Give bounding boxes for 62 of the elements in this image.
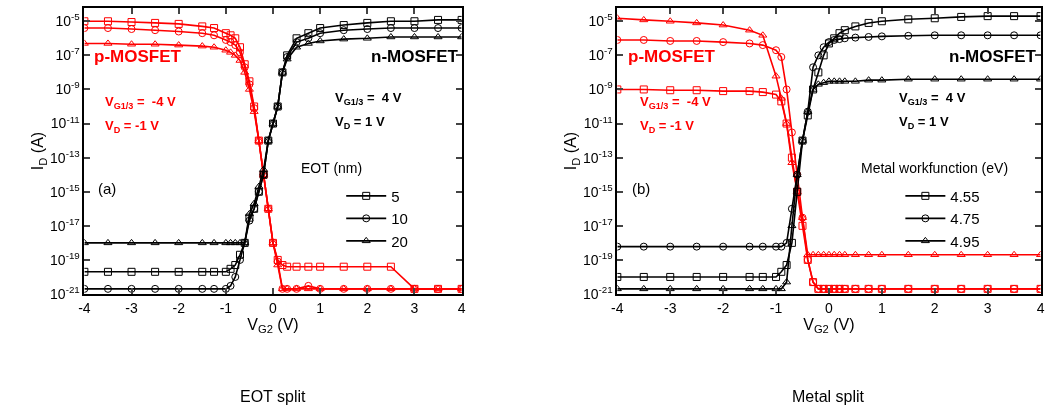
y-tick-label: 10$^{-13}$: [50, 147, 81, 166]
y-tick-label: 10$^{-21}$: [50, 284, 80, 302]
y-tick-label: 10$^{-9}$: [55, 79, 80, 98]
x-tick-label: -3: [664, 299, 677, 316]
y-tick-label: 10$^{-15}$: [50, 181, 81, 200]
y-tick-label: 10$^{-15}$: [583, 181, 614, 200]
x-tick-label: 4: [457, 299, 466, 316]
annotation: n-MOSFET: [949, 47, 1037, 66]
x-tick-label: 3: [410, 299, 419, 316]
y-tick-label: 10$^{-5}$: [588, 11, 614, 30]
annotation: p-MOSFET: [94, 47, 182, 66]
x-tick-label: 1: [877, 299, 886, 316]
y-tick-label: 10$^{-13}$: [583, 147, 614, 166]
annotation: V$_{D}$ = -1 V: [105, 118, 160, 135]
x-tick-label: 2: [363, 299, 372, 316]
x-tick-label: 3: [983, 299, 992, 316]
y-tick-label: 10$^{-7}$: [55, 45, 80, 64]
legend-label: 4.95: [950, 232, 980, 250]
y-tick-label: 10$^{-9}$: [588, 79, 613, 98]
x-tick-label: -4: [78, 299, 91, 316]
x-tick-label: -1: [219, 299, 233, 316]
x-tick-label: 0: [269, 299, 278, 316]
x-tick-label: 1: [316, 299, 325, 316]
y-tick-label: 10$^{-5}$: [55, 11, 81, 30]
x-tick-label: 2: [930, 299, 939, 316]
legend-label: 4.75: [950, 210, 980, 228]
annotation: (b): [632, 180, 651, 197]
legend-label: 20: [391, 232, 408, 250]
y-tick-label: 10$^{-11}$: [50, 113, 80, 132]
text: Metal split: [792, 388, 865, 405]
x-tick-label: -2: [172, 299, 186, 316]
legend-title: Metal workfunction (eV): [861, 160, 1009, 176]
annotation: V$_{D}$ = -1 V: [640, 118, 695, 135]
y-tick-label: 10$^{-19}$: [50, 249, 80, 268]
x-tick-label: 0: [825, 299, 834, 316]
x-tick-label: -1: [769, 299, 783, 316]
annotation: V$_{G1/3}$ = -4 V: [105, 94, 176, 111]
y-tick-label: 10$^{-17}$: [50, 215, 80, 234]
x-tick-label: -3: [125, 299, 138, 316]
x-axis-title: V$_{G2}$ (V): [247, 315, 299, 336]
x-tick-label: 4: [1036, 299, 1045, 316]
annotation: V$_{G1/3}$ = 4 V: [335, 90, 402, 107]
annotation: p-MOSFET: [628, 47, 716, 66]
annotation: V$_{D}$ = 1 V: [335, 114, 385, 131]
annotation: (a): [98, 180, 117, 197]
y-tick-label: 10$^{-21}$: [583, 284, 613, 302]
legend-label: 5: [391, 187, 400, 205]
legend-title: EOT (nm): [301, 160, 363, 176]
legend-label: 10: [391, 210, 408, 228]
y-tick-label: 10$^{-19}$: [583, 249, 613, 268]
x-tick-label: -2: [716, 299, 730, 316]
y-tick-label: 10$^{-17}$: [583, 215, 613, 234]
text: EOT split: [240, 388, 307, 405]
x-axis-title: V$_{G2}$ (V): [803, 315, 855, 336]
x-tick-label: -4: [611, 299, 624, 316]
annotation: n-MOSFET: [371, 47, 459, 66]
annotation: V$_{D}$ = 1 V: [899, 114, 949, 131]
y-tick-label: 10$^{-7}$: [588, 45, 613, 64]
legend-label: 4.55: [950, 187, 980, 205]
annotation: V$_{G1/3}$ = 4 V: [899, 90, 966, 107]
y-tick-label: 10$^{-11}$: [583, 113, 613, 132]
annotation: V$_{G1/3}$ = -4 V: [640, 94, 711, 111]
